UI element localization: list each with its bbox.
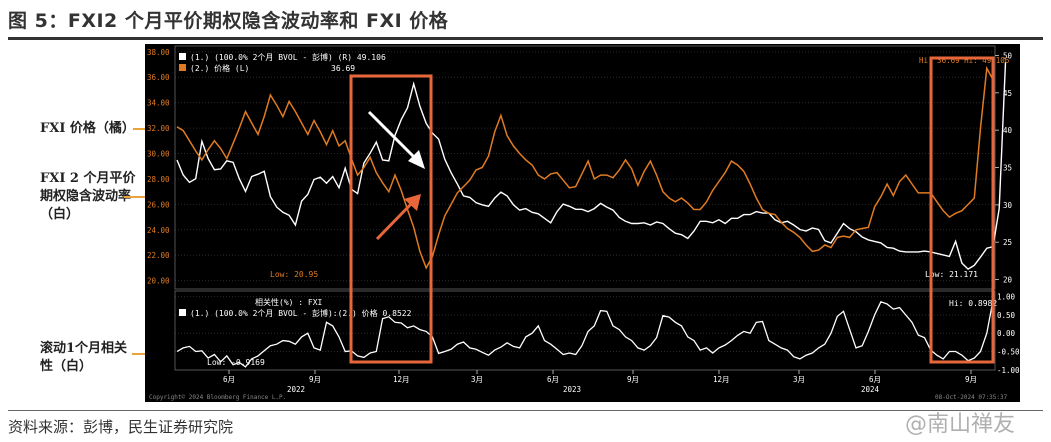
left-tick-label: 30.00 <box>147 150 170 159</box>
x-tick-label: 6月 <box>223 375 235 384</box>
source-note: 资料来源：彭博，民生证券研究院 <box>8 418 234 436</box>
legend-lower: 相关性(%) : FXI (1.) (100.0% 2个月 BVOL - 彭博)… <box>179 297 412 318</box>
left-tick-label: 32.00 <box>147 124 170 133</box>
x-tick-label: 12月 <box>393 375 410 384</box>
annotation-low-price: Low: 20.95 <box>270 270 318 279</box>
highlight-box-2022 <box>349 74 433 364</box>
series-line-vol <box>176 62 1007 270</box>
callout-corr: 滚动1个月相关性（白） <box>40 341 128 374</box>
bottom-rule <box>8 410 1043 411</box>
x-tick-label: 9月 <box>965 375 977 384</box>
corr-title: 相关性(%) : FXI <box>255 297 323 307</box>
right-axis: 50 45 40 35 30 25 20 <box>995 51 1013 285</box>
right-tick-label: 20 <box>1003 276 1013 285</box>
x-tick-label: 3月 <box>471 375 483 384</box>
copyright-text: Copyright© 2024 Bloomberg Finance L.P. <box>149 394 286 401</box>
left-axis: 38.00 36.00 34.00 32.00 30.00 28.00 26.00 24.00… <box>147 48 170 286</box>
x-tick-label: 12月 <box>713 375 730 384</box>
x-tick-label: 9月 <box>627 375 639 384</box>
timestamp-text: 08-Oct-2024 07:35:37 <box>935 394 1008 401</box>
x-year-label: 2024 <box>861 385 880 394</box>
lower-frame <box>174 290 996 371</box>
corr-tick-label: 0.50 <box>997 311 1016 320</box>
legend-upper: (1.) (100.0% 2个月 BVOL - 彭博) (R) 49.106 (… <box>179 52 386 73</box>
x-axis: 6月 9月 12月 3月 6月 9月 12月 3月 6月 9月 2022 2023 2024 <box>223 370 977 394</box>
corr-tick-label: -1.00 <box>997 366 1020 375</box>
legend-swatch-price <box>179 64 186 71</box>
legend-label-vol: (1.) (100.0% 2个月 BVOL - 彭博) (R) 49.106 <box>190 52 386 62</box>
annotation-low-vol: Low: 21.171 <box>925 270 978 279</box>
annotation-arrow-orange <box>375 194 421 241</box>
right-tick-label: 50 <box>1003 51 1013 60</box>
series-line-corr <box>176 300 994 368</box>
callout-price: FXI 价格（橘） <box>40 121 135 136</box>
watermark: @南山禅友 <box>905 412 1016 437</box>
left-tick-label: 22.00 <box>147 251 170 260</box>
chart-background <box>145 44 1020 402</box>
legend-swatch-corr <box>179 309 186 316</box>
callout-vol: FXI 2 个月平价期权隐含波动率（白） <box>40 171 136 222</box>
right-tick-label: 45 <box>1003 89 1012 98</box>
legend-label-corr: (1.) (100.0% 2个月 BVOL - 彭博):(2.) 价格 0.85… <box>190 308 412 318</box>
x-year-label: 2023 <box>563 385 581 394</box>
annotation-hi: Hi: 36.69 Hi: 49.106 <box>919 56 1010 65</box>
left-tick-label: 24.00 <box>147 226 170 235</box>
left-tick-label: 20.00 <box>147 277 170 286</box>
highlight-box-2024 <box>929 56 995 364</box>
corr-axis: 1.00 0.50 0.00 -0.50 -1.00 <box>997 293 1020 375</box>
corr-tick-label: 0.00 <box>997 329 1016 338</box>
annotation-corr-low: Low: -0.9169 <box>207 358 265 367</box>
legend-label-price: (2.) 价格 (L) <box>190 63 249 73</box>
title-rule <box>8 37 1043 40</box>
annotation-arrow-white <box>367 110 425 169</box>
left-tick-label: 34.00 <box>147 99 170 108</box>
right-tick-label: 40 <box>1003 126 1013 135</box>
x-tick-label: 6月 <box>547 375 559 384</box>
left-tick-label: 36.00 <box>147 73 170 82</box>
x-tick-label: 3月 <box>793 375 805 384</box>
right-tick-label: 30 <box>1003 201 1013 210</box>
annotation-corr-hi: Hi: 0.8982 <box>949 299 997 308</box>
bloomberg-chart: 38.00 36.00 34.00 32.00 30.00 28.00 26.00 24.00… <box>145 44 1020 402</box>
x-tick-label: 9月 <box>309 375 321 384</box>
legend-swatch-vol <box>179 53 186 60</box>
left-tick-label: 38.00 <box>147 48 170 57</box>
left-tick-label: 28.00 <box>147 175 170 184</box>
corr-tick-label: -0.50 <box>997 348 1020 357</box>
legend-value-price: 36.69 <box>331 64 355 73</box>
corr-tick-label: 1.00 <box>997 293 1016 302</box>
figure-title: 图 5：FXI2 个月平价期权隐含波动率和 FXI 价格 <box>8 10 449 32</box>
right-tick-label: 25 <box>1003 238 1012 247</box>
left-tick-label: 26.00 <box>147 200 170 209</box>
series-line-price <box>176 65 994 270</box>
x-tick-label: 6月 <box>869 375 881 384</box>
x-year-label: 2022 <box>287 385 305 394</box>
right-tick-label: 35 <box>1003 164 1012 173</box>
